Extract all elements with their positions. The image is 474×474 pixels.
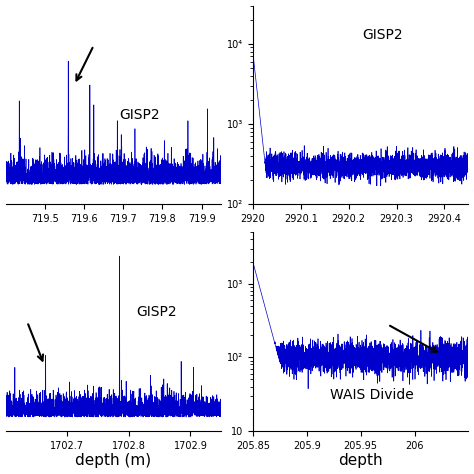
Text: GISP2: GISP2 <box>119 108 160 122</box>
X-axis label: depth: depth <box>338 454 383 468</box>
Text: GISP2: GISP2 <box>136 305 177 319</box>
X-axis label: depth (m): depth (m) <box>75 454 152 468</box>
Text: GISP2: GISP2 <box>362 28 402 42</box>
Text: WAIS Divide: WAIS Divide <box>329 388 413 402</box>
